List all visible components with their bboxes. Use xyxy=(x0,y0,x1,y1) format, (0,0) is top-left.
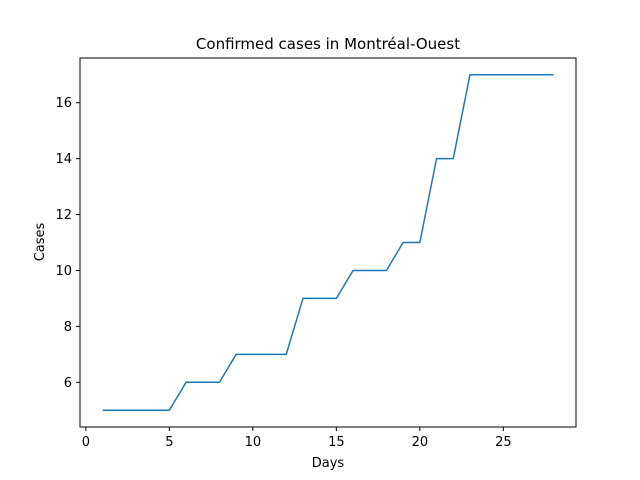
x-axis-label: Days xyxy=(312,456,345,471)
plot-area: 0 5 10 15 20 25 6 8 10 12 14 16 xyxy=(55,57,577,450)
x-tick-label: 10 xyxy=(245,435,262,450)
y-tick-label: 14 xyxy=(55,152,72,167)
x-tick-label: 5 xyxy=(165,435,173,450)
axes-frame xyxy=(79,57,577,428)
chart-title: Confirmed cases in Montréal-Ouest xyxy=(196,35,460,53)
x-tick-label: 20 xyxy=(412,435,429,450)
y-tick-label: 8 xyxy=(64,320,72,335)
x-tick-label: 15 xyxy=(328,435,345,450)
x-tick-label: 0 xyxy=(82,435,90,450)
x-tick-label: 25 xyxy=(495,435,512,450)
y-tick-label: 12 xyxy=(55,208,72,223)
y-tick-label: 16 xyxy=(55,96,72,111)
y-tick-label: 6 xyxy=(64,376,72,391)
y-axis-label: Cases xyxy=(33,222,48,261)
y-tick-label: 10 xyxy=(55,264,72,279)
series-line-0 xyxy=(102,74,554,411)
